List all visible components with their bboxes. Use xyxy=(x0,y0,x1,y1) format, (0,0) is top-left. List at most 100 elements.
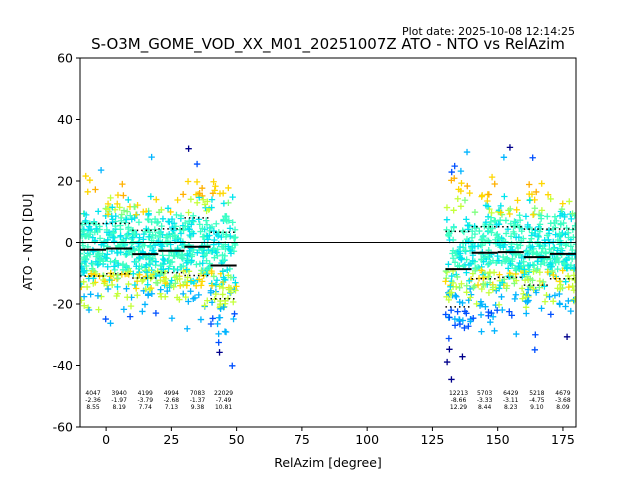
data-point xyxy=(107,320,114,327)
data-point xyxy=(114,290,121,297)
data-point xyxy=(551,292,559,299)
data-point xyxy=(190,295,197,302)
data-point xyxy=(473,300,480,308)
data-point xyxy=(461,324,468,332)
data-point xyxy=(541,283,548,290)
bin-stat-label: 4047 -2.36 8.55 xyxy=(85,390,101,411)
data-point xyxy=(120,192,127,199)
data-point xyxy=(118,238,126,246)
bin-mean: -2.36 xyxy=(85,397,101,404)
data-point xyxy=(456,320,464,328)
data-point xyxy=(463,289,470,296)
data-point xyxy=(81,254,88,261)
data-point xyxy=(197,228,204,235)
data-point xyxy=(214,246,221,253)
bin-mean: -2.68 xyxy=(164,397,180,404)
data-point xyxy=(524,297,531,304)
data-point xyxy=(559,267,566,274)
data-point xyxy=(193,160,201,168)
data-point xyxy=(188,221,195,228)
data-point xyxy=(454,308,461,315)
data-point xyxy=(467,318,474,325)
data-point xyxy=(496,216,504,224)
data-point xyxy=(89,234,97,241)
data-point xyxy=(93,225,100,232)
data-point xyxy=(114,283,121,291)
data-point xyxy=(469,243,476,250)
data-point xyxy=(568,215,575,223)
data-point xyxy=(196,221,203,228)
data-point xyxy=(192,282,200,289)
data-point xyxy=(474,243,482,250)
data-point xyxy=(470,314,477,322)
data-point xyxy=(214,320,221,328)
data-point xyxy=(177,212,185,220)
data-point xyxy=(531,205,538,212)
data-point xyxy=(499,253,507,261)
data-point xyxy=(461,308,469,315)
data-point xyxy=(221,300,229,307)
data-point xyxy=(482,219,490,226)
data-point xyxy=(80,232,84,239)
data-point xyxy=(157,262,165,269)
data-point xyxy=(212,290,219,298)
data-point xyxy=(185,298,192,305)
data-point xyxy=(172,223,180,230)
data-point xyxy=(565,297,572,305)
data-point xyxy=(497,209,504,216)
data-point xyxy=(480,232,487,239)
data-point xyxy=(82,172,89,180)
bin-std: 8.44 xyxy=(478,404,492,411)
data-point xyxy=(157,293,165,300)
data-point xyxy=(560,260,568,267)
data-point xyxy=(453,293,460,300)
data-point xyxy=(566,198,573,205)
data-point xyxy=(197,316,205,323)
data-point xyxy=(478,328,485,335)
data-point xyxy=(569,282,576,290)
data-point xyxy=(562,278,569,285)
data-point xyxy=(104,211,112,218)
data-point xyxy=(165,252,173,259)
data-point xyxy=(157,286,164,293)
bin-count: 12213 xyxy=(449,390,468,397)
data-point xyxy=(524,221,531,229)
data-point xyxy=(495,257,503,264)
data-point xyxy=(506,144,514,151)
data-point xyxy=(467,294,474,301)
data-point xyxy=(136,244,143,252)
data-point xyxy=(212,281,220,288)
data-point xyxy=(491,327,498,335)
data-point xyxy=(489,313,497,320)
data-point xyxy=(167,233,174,240)
data-point xyxy=(538,207,546,214)
data-point xyxy=(160,266,167,273)
data-point xyxy=(111,266,119,274)
bin-stat-label: 4994 -2.68 7.13 xyxy=(164,390,180,411)
bin-count: 22029 xyxy=(214,390,233,397)
bin-mean: -3.11 xyxy=(503,397,519,404)
data-point xyxy=(132,211,140,218)
x-tick-label: 125 xyxy=(420,432,444,447)
data-point xyxy=(216,314,224,321)
data-point xyxy=(209,315,216,322)
data-point xyxy=(554,265,561,273)
data-point xyxy=(510,228,517,236)
data-point xyxy=(449,250,456,257)
data-point xyxy=(232,279,239,286)
data-point xyxy=(479,280,487,288)
data-point xyxy=(95,306,102,313)
data-point xyxy=(177,263,184,270)
data-point xyxy=(442,278,449,285)
data-point xyxy=(136,271,143,278)
data-point xyxy=(187,278,195,285)
data-point xyxy=(557,285,564,292)
data-point xyxy=(546,246,553,253)
data-point xyxy=(567,262,575,269)
data-point xyxy=(488,173,496,181)
bin-std: 8.23 xyxy=(504,404,518,411)
bin-std: 7.74 xyxy=(139,404,153,411)
data-point xyxy=(80,242,87,249)
data-point xyxy=(547,195,554,203)
data-point xyxy=(511,218,518,225)
